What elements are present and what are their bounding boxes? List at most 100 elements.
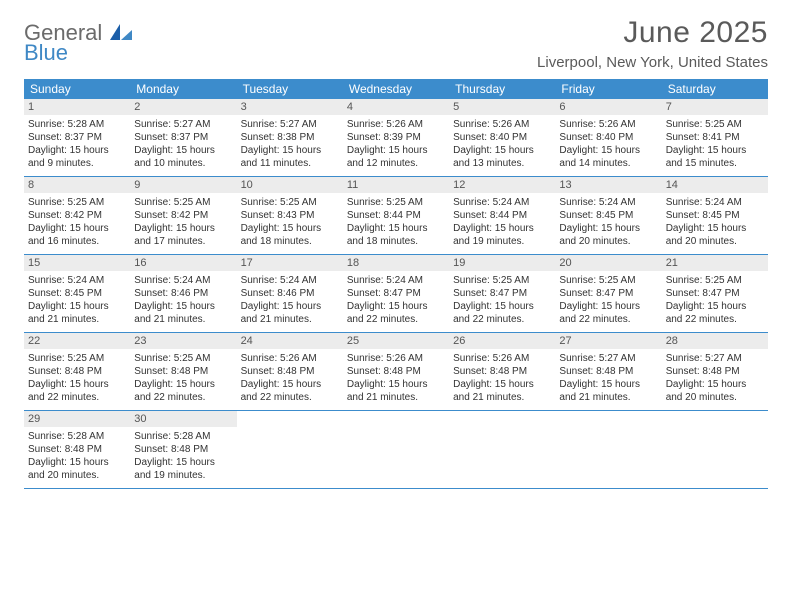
dayhead-wed: Wednesday	[343, 79, 449, 99]
d2-line: and 17 minutes.	[134, 235, 232, 248]
day-number: 13	[555, 177, 661, 193]
sunrise-line: Sunrise: 5:25 AM	[241, 196, 339, 209]
sunset-line: Sunset: 8:48 PM	[134, 443, 232, 456]
d2-line: and 19 minutes.	[453, 235, 551, 248]
sunrise-line: Sunrise: 5:25 AM	[28, 352, 126, 365]
day-number: 7	[662, 99, 768, 115]
sunrise-line: Sunrise: 5:27 AM	[241, 118, 339, 131]
day-cell: 26Sunrise: 5:26 AMSunset: 8:48 PMDayligh…	[449, 333, 555, 410]
d2-line: and 12 minutes.	[347, 157, 445, 170]
day-cell: 28Sunrise: 5:27 AMSunset: 8:48 PMDayligh…	[662, 333, 768, 410]
day-number: 19	[449, 255, 555, 271]
day-number: 5	[449, 99, 555, 115]
day-cell: 9Sunrise: 5:25 AMSunset: 8:42 PMDaylight…	[130, 177, 236, 254]
sunset-line: Sunset: 8:47 PM	[347, 287, 445, 300]
sunset-line: Sunset: 8:40 PM	[453, 131, 551, 144]
d1-line: Daylight: 15 hours	[347, 144, 445, 157]
logo: General Blue	[24, 16, 132, 64]
day-number: 6	[555, 99, 661, 115]
d1-line: Daylight: 15 hours	[453, 144, 551, 157]
day-number: 21	[662, 255, 768, 271]
day-cell: 24Sunrise: 5:26 AMSunset: 8:48 PMDayligh…	[237, 333, 343, 410]
sunset-line: Sunset: 8:46 PM	[241, 287, 339, 300]
day-cell: 16Sunrise: 5:24 AMSunset: 8:46 PMDayligh…	[130, 255, 236, 332]
day-number: 8	[24, 177, 130, 193]
day-number: 27	[555, 333, 661, 349]
sunset-line: Sunset: 8:47 PM	[559, 287, 657, 300]
d2-line: and 20 minutes.	[666, 235, 764, 248]
location-label: Liverpool, New York, United States	[537, 54, 768, 71]
sunrise-line: Sunrise: 5:24 AM	[28, 274, 126, 287]
d2-line: and 22 minutes.	[559, 313, 657, 326]
d2-line: and 22 minutes.	[347, 313, 445, 326]
day-cell: 14Sunrise: 5:24 AMSunset: 8:45 PMDayligh…	[662, 177, 768, 254]
day-cell: 2Sunrise: 5:27 AMSunset: 8:37 PMDaylight…	[130, 99, 236, 176]
sunrise-line: Sunrise: 5:26 AM	[559, 118, 657, 131]
sunset-line: Sunset: 8:37 PM	[134, 131, 232, 144]
sunset-line: Sunset: 8:48 PM	[134, 365, 232, 378]
d1-line: Daylight: 15 hours	[453, 222, 551, 235]
d2-line: and 22 minutes.	[28, 391, 126, 404]
day-cell: 19Sunrise: 5:25 AMSunset: 8:47 PMDayligh…	[449, 255, 555, 332]
day-cell	[662, 411, 768, 488]
sunrise-line: Sunrise: 5:27 AM	[134, 118, 232, 131]
sunrise-line: Sunrise: 5:28 AM	[134, 430, 232, 443]
d2-line: and 21 minutes.	[241, 313, 339, 326]
d1-line: Daylight: 15 hours	[134, 300, 232, 313]
day-number: 14	[662, 177, 768, 193]
sunrise-line: Sunrise: 5:24 AM	[241, 274, 339, 287]
sunset-line: Sunset: 8:47 PM	[666, 287, 764, 300]
calendar: Sunday Monday Tuesday Wednesday Thursday…	[24, 79, 768, 489]
day-cell: 15Sunrise: 5:24 AMSunset: 8:45 PMDayligh…	[24, 255, 130, 332]
sunset-line: Sunset: 8:44 PM	[347, 209, 445, 222]
sunset-line: Sunset: 8:42 PM	[28, 209, 126, 222]
d1-line: Daylight: 15 hours	[453, 378, 551, 391]
sunrise-line: Sunrise: 5:26 AM	[453, 352, 551, 365]
sunrise-line: Sunrise: 5:25 AM	[666, 118, 764, 131]
d2-line: and 10 minutes.	[134, 157, 232, 170]
d2-line: and 9 minutes.	[28, 157, 126, 170]
sunset-line: Sunset: 8:48 PM	[241, 365, 339, 378]
sunrise-line: Sunrise: 5:24 AM	[666, 196, 764, 209]
week-row: 1 Sunrise: 5:28 AM Sunset: 8:37 PM Daylight…	[24, 99, 768, 177]
day-number: 17	[237, 255, 343, 271]
dayhead-thu: Thursday	[449, 79, 555, 99]
d2-line: and 11 minutes.	[241, 157, 339, 170]
sunrise-line: Sunrise: 5:25 AM	[28, 196, 126, 209]
d1-line: Daylight: 15 hours	[559, 222, 657, 235]
d2-line: and 22 minutes.	[134, 391, 232, 404]
week-row: 22Sunrise: 5:25 AMSunset: 8:48 PMDayligh…	[24, 333, 768, 411]
day-cell	[555, 411, 661, 488]
sunset-line: Sunset: 8:48 PM	[28, 365, 126, 378]
d2-line: and 20 minutes.	[28, 469, 126, 482]
dayhead-sun: Sunday	[24, 79, 130, 99]
d1-line: Daylight: 15 hours	[347, 222, 445, 235]
day-number: 24	[237, 333, 343, 349]
day-number: 26	[449, 333, 555, 349]
sunrise-line: Sunrise: 5:25 AM	[453, 274, 551, 287]
day-number: 4	[343, 99, 449, 115]
d1-line: Daylight: 15 hours	[28, 222, 126, 235]
day-number: 20	[555, 255, 661, 271]
day-number: 12	[449, 177, 555, 193]
dayhead-fri: Friday	[555, 79, 661, 99]
sunset-line: Sunset: 8:45 PM	[28, 287, 126, 300]
title-block: June 2025 Liverpool, New York, United St…	[537, 16, 768, 71]
d1-line: Daylight: 15 hours	[559, 144, 657, 157]
day-cell: 11Sunrise: 5:25 AMSunset: 8:44 PMDayligh…	[343, 177, 449, 254]
day-cell	[449, 411, 555, 488]
sunrise-line: Sunrise: 5:24 AM	[559, 196, 657, 209]
day-number: 1	[24, 99, 130, 115]
d1-line: Daylight: 15 hours	[241, 222, 339, 235]
dayhead-mon: Monday	[130, 79, 236, 99]
sunset-line: Sunset: 8:43 PM	[241, 209, 339, 222]
sunset-line: Sunset: 8:48 PM	[347, 365, 445, 378]
d2-line: and 21 minutes.	[347, 391, 445, 404]
sunrise-line: Sunrise: 5:27 AM	[559, 352, 657, 365]
sunrise-line: Sunrise: 5:28 AM	[28, 118, 126, 131]
d1-line: Daylight: 15 hours	[28, 378, 126, 391]
day-cell: 22Sunrise: 5:25 AMSunset: 8:48 PMDayligh…	[24, 333, 130, 410]
sunrise-line: Sunrise: 5:28 AM	[28, 430, 126, 443]
day-number: 2	[130, 99, 236, 115]
day-cell: 20Sunrise: 5:25 AMSunset: 8:47 PMDayligh…	[555, 255, 661, 332]
